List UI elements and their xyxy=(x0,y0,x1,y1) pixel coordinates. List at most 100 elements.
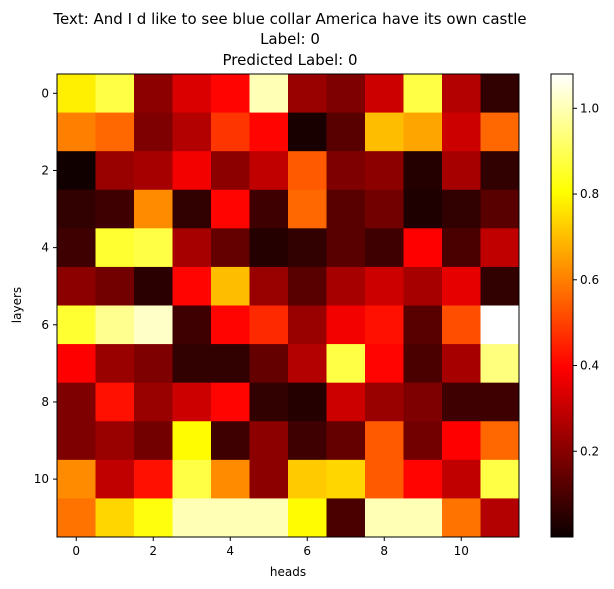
heatmap-cell xyxy=(288,151,327,191)
heatmap-cell xyxy=(365,228,404,268)
chart-title: Text: And I d like to see blue collar Am… xyxy=(52,10,526,69)
plot-frame xyxy=(56,73,520,538)
heatmap-cell xyxy=(288,228,327,268)
y-tick-label: 2 xyxy=(41,163,49,177)
heatmap-cell xyxy=(57,151,96,191)
heatmap-cell xyxy=(480,112,520,152)
heatmap-cell xyxy=(95,421,135,461)
heatmap-cell xyxy=(288,305,327,345)
heatmap-cell xyxy=(134,498,173,538)
heatmap-cell xyxy=(211,344,250,384)
heatmap-cell xyxy=(211,151,250,191)
heatmap-cell xyxy=(480,382,520,422)
heatmap-cell xyxy=(172,189,212,229)
heatmap-cell xyxy=(249,74,289,114)
heatmap-cell xyxy=(57,305,96,345)
heatmap-cell xyxy=(365,459,404,499)
heatmap-cell xyxy=(326,305,366,345)
heatmap-cell xyxy=(95,74,135,114)
heatmap-cell xyxy=(211,498,250,538)
y-tick-label: 10 xyxy=(34,472,49,486)
heatmap-cell xyxy=(172,421,212,461)
heatmap-cell xyxy=(134,344,173,384)
heatmap-cell xyxy=(403,344,443,384)
heatmap-cell xyxy=(95,189,135,229)
x-tick-label: 10 xyxy=(454,544,469,558)
heatmap-cell xyxy=(249,459,289,499)
colorbar xyxy=(550,73,574,538)
heatmap-cell xyxy=(172,151,212,191)
heatmap-cell xyxy=(442,228,481,268)
heatmap-cell xyxy=(288,498,327,538)
heatmap-cell xyxy=(95,344,135,384)
heatmap-cell xyxy=(403,421,443,461)
heatmap-cell xyxy=(326,112,366,152)
colorbar-tick-label: 0.8 xyxy=(580,187,599,201)
heatmap-cell xyxy=(211,459,250,499)
x-axis: 0 2 4 6 8 10 xyxy=(72,537,469,558)
heatmap-cell xyxy=(365,344,404,384)
heatmap-cell xyxy=(326,228,366,268)
heatmap-cells xyxy=(57,74,520,538)
heatmap-cell xyxy=(95,498,135,538)
heatmap-cell xyxy=(211,266,250,306)
heatmap-cell xyxy=(365,189,404,229)
heatmap-cell xyxy=(134,112,173,152)
heatmap-cell xyxy=(442,344,481,384)
heatmap-cell xyxy=(172,382,212,422)
heatmap-cell xyxy=(480,421,520,461)
heatmap-cell xyxy=(442,498,481,538)
heatmap-cell xyxy=(288,382,327,422)
y-tick-label: 6 xyxy=(41,318,49,332)
x-tick-label: 0 xyxy=(72,544,80,558)
heatmap-cell xyxy=(249,382,289,422)
heatmap-cell xyxy=(57,112,96,152)
heatmap-cell xyxy=(134,382,173,422)
heatmap-cell xyxy=(211,74,250,114)
heatmap-cell xyxy=(134,305,173,345)
heatmap-cell xyxy=(403,459,443,499)
heatmap-cell xyxy=(365,382,404,422)
heatmap-cell xyxy=(403,305,443,345)
y-tick-label: 4 xyxy=(41,241,49,255)
heatmap-cell xyxy=(172,228,212,268)
heatmap-cell xyxy=(480,498,520,538)
x-tick-label: 8 xyxy=(380,544,388,558)
heatmap-cell xyxy=(57,459,96,499)
x-tick-label: 4 xyxy=(226,544,234,558)
heatmap-cell xyxy=(442,305,481,345)
heatmap-cell xyxy=(57,421,96,461)
x-tick-label: 2 xyxy=(149,544,157,558)
x-tick-label: 6 xyxy=(303,544,311,558)
heatmap-cell xyxy=(211,228,250,268)
heatmap-cell xyxy=(326,189,366,229)
heatmap-cell xyxy=(134,189,173,229)
heatmap-cell xyxy=(326,498,366,538)
heatmap-cell xyxy=(365,305,404,345)
y-axis-label: layers xyxy=(10,287,24,323)
heatmap-cell xyxy=(249,189,289,229)
colorbar-tick-label: 0.6 xyxy=(580,273,599,287)
heatmap-cell xyxy=(403,266,443,306)
heatmap-cell xyxy=(134,459,173,499)
title-line-predicted: Predicted Label: 0 xyxy=(222,51,357,69)
heatmap-cell xyxy=(249,421,289,461)
title-line-text: Text: And I d like to see blue collar Am… xyxy=(52,10,526,28)
heatmap-cell xyxy=(442,382,481,422)
heatmap-cell xyxy=(480,189,520,229)
heatmap-cell xyxy=(134,266,173,306)
heatmap-cell xyxy=(95,382,135,422)
heatmap-cell xyxy=(172,459,212,499)
heatmap-cell xyxy=(288,266,327,306)
heatmap-cell xyxy=(442,266,481,306)
heatmap-cell xyxy=(172,266,212,306)
heatmap-cell xyxy=(249,151,289,191)
heatmap-cell xyxy=(403,74,443,114)
heatmap-cell xyxy=(288,112,327,152)
y-axis: 0 2 4 6 8 10 xyxy=(34,86,57,486)
heatmap-cell xyxy=(326,382,366,422)
heatmap-cell xyxy=(57,266,96,306)
heatmap-cell xyxy=(442,112,481,152)
heatmap-cell xyxy=(211,189,250,229)
heatmap-cell xyxy=(95,151,135,191)
